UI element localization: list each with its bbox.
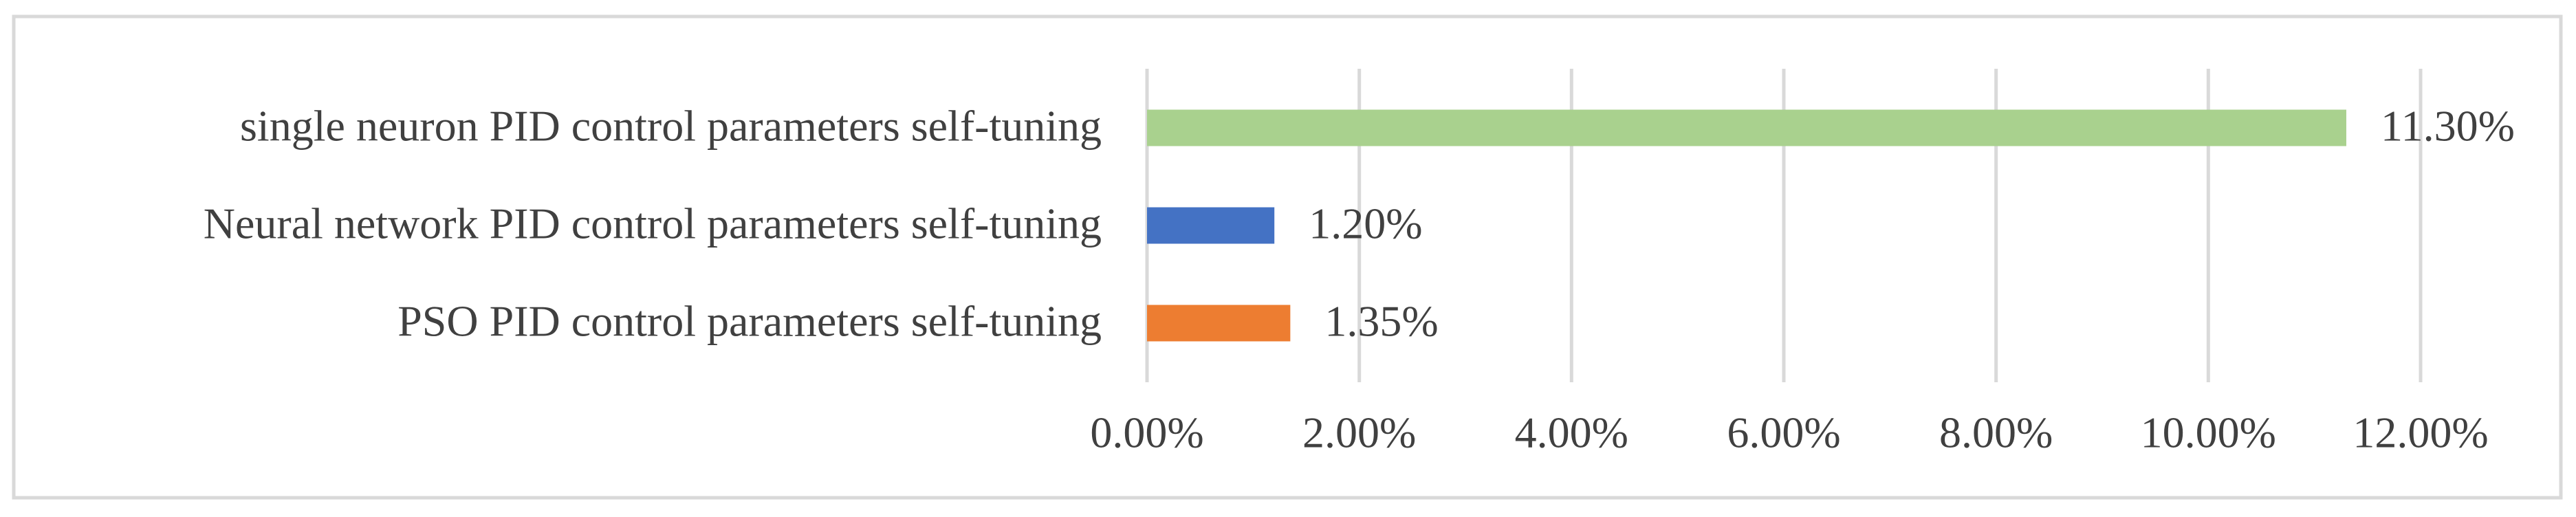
x-tick-label: 8.00% (1939, 408, 2053, 457)
x-tick-label: 12.00% (2353, 408, 2488, 457)
x-tick-label: 2.00% (1302, 408, 1416, 457)
y-tick-label: PSO PID control parameters self-tuning (397, 297, 1102, 346)
x-tick-label: 0.00% (1090, 408, 1203, 457)
value-label: 1.35% (1324, 297, 1438, 346)
y-tick-label: single neuron PID control parameters sel… (240, 102, 1102, 151)
bar (1147, 305, 1291, 342)
x-tick-label: 10.00% (2141, 408, 2276, 457)
bar (1147, 109, 2346, 146)
y-tick-label: Neural network PID control parameters se… (204, 199, 1102, 248)
chart-border (12, 14, 2563, 500)
value-label: 11.30% (2381, 102, 2515, 151)
value-label: 1.20% (1309, 199, 1422, 248)
x-tick-label: 4.00% (1515, 408, 1628, 457)
bar (1147, 207, 1275, 244)
x-tick-label: 6.00% (1727, 408, 1840, 457)
